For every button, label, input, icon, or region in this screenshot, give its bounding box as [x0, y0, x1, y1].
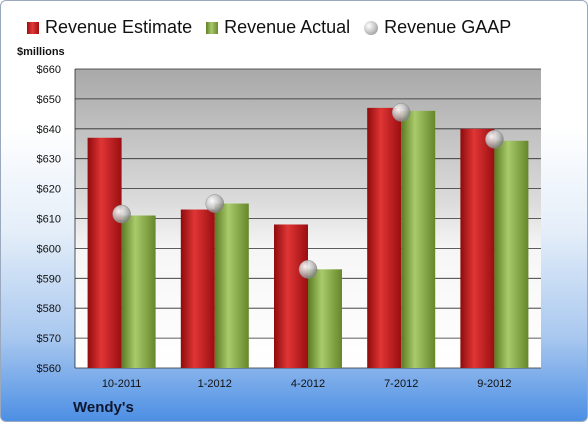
- y-tick-label: $600: [37, 243, 61, 255]
- bar-revenue-estimate: [180, 209, 215, 368]
- company-name: Wendy's: [73, 399, 134, 416]
- y-tick-label: $580: [37, 303, 61, 315]
- bar-revenue-actual: [308, 269, 342, 368]
- marker-revenue-gaap: [298, 260, 318, 279]
- legend-marker-gaap: [364, 20, 379, 35]
- bar-revenue-actual: [494, 140, 529, 368]
- x-tick-label: 4-2012: [291, 378, 325, 390]
- y-tick-label: $640: [37, 124, 61, 136]
- legend-item-actual: Revenue Actual: [206, 17, 350, 38]
- y-tick-label: $650: [37, 94, 61, 106]
- x-tick-label: 9-2012: [477, 378, 511, 390]
- marker-revenue-gaap: [205, 194, 225, 213]
- bar-revenue-estimate: [87, 137, 122, 368]
- marker-revenue-gaap: [391, 103, 411, 122]
- legend-swatch-actual: [206, 21, 219, 34]
- x-tick-label: 7-2012: [384, 378, 418, 390]
- y-tick-label: $660: [37, 64, 61, 76]
- bar-revenue-actual: [401, 110, 436, 369]
- x-tick-label: 1-2012: [198, 378, 232, 390]
- bar-revenue-actual: [121, 215, 156, 368]
- legend-item-estimate: Revenue Estimate: [27, 17, 192, 38]
- y-tick-label: $610: [37, 214, 61, 226]
- marker-revenue-gaap: [485, 130, 504, 149]
- bar-revenue-actual: [214, 203, 249, 368]
- y-tick-label: $590: [37, 273, 61, 285]
- bar-revenue-estimate: [460, 128, 495, 368]
- legend-label-actual: Revenue Actual: [224, 17, 351, 37]
- bar-revenue-estimate: [367, 107, 402, 369]
- y-axis-unit-label: $millions: [17, 46, 65, 58]
- legend-label-estimate: Revenue Estimate: [45, 17, 193, 37]
- x-tick-label: 10-2011: [102, 378, 142, 390]
- y-tick-label: $560: [37, 363, 61, 375]
- legend-item-gaap: Revenue GAAP: [364, 17, 511, 38]
- marker-revenue-gaap: [112, 204, 131, 224]
- y-tick-label: $620: [37, 184, 61, 196]
- legend-label-gaap: Revenue GAAP: [384, 17, 512, 37]
- y-tick-label: $570: [37, 333, 61, 345]
- legend: Revenue Estimate Revenue Actual Revenue …: [27, 17, 525, 38]
- bar-revenue-estimate: [274, 224, 308, 368]
- y-tick-label: $630: [37, 154, 61, 166]
- legend-swatch-estimate: [27, 21, 39, 34]
